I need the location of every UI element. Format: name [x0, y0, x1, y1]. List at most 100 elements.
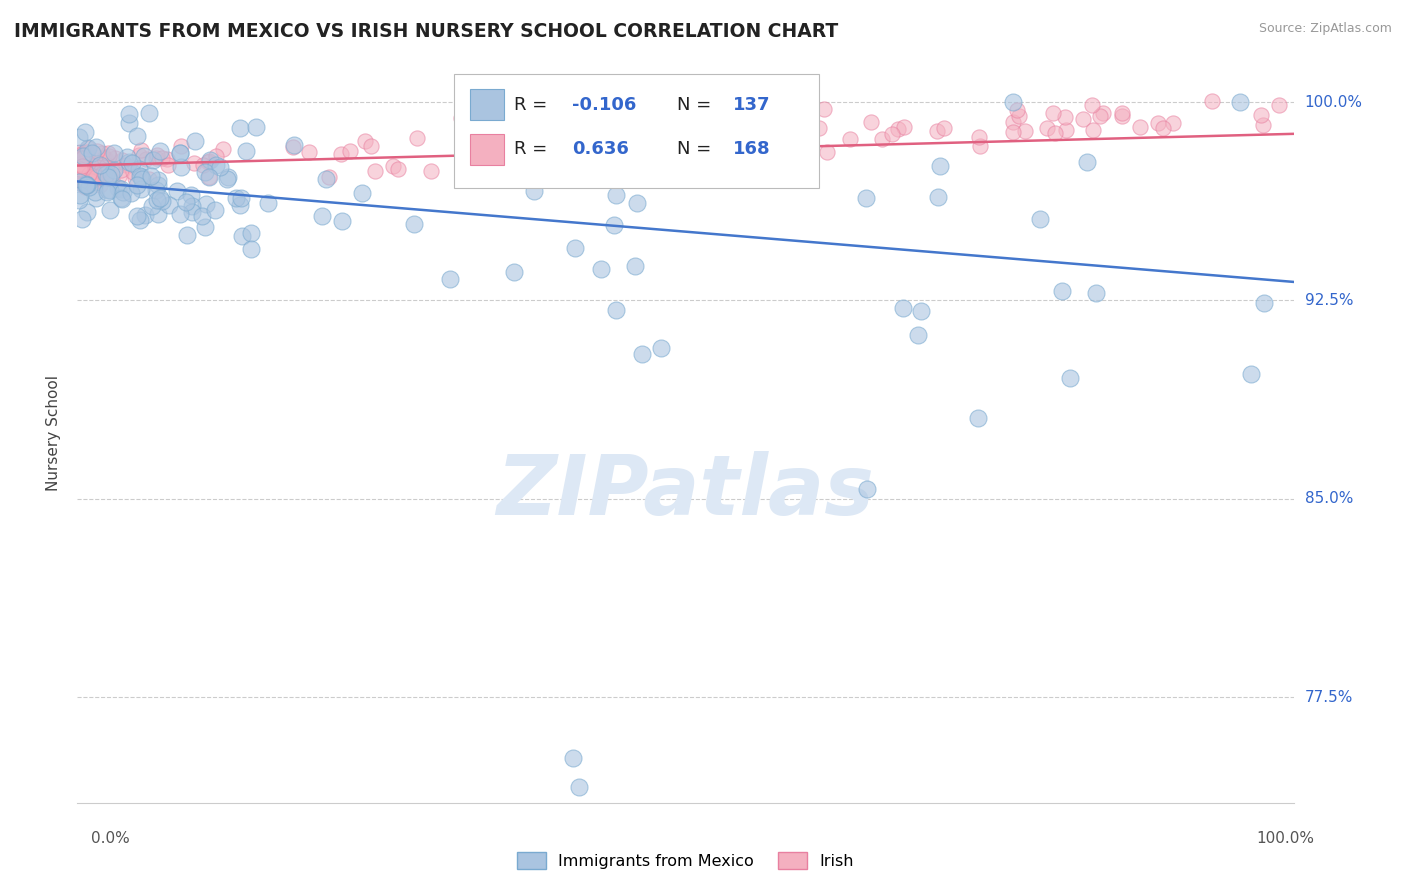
- Point: [76, 156, 98, 170]
- Point: [70, 212, 93, 227]
- Point: [156, 152, 179, 166]
- Point: [121, 165, 143, 179]
- Text: 92.5%: 92.5%: [1305, 293, 1353, 308]
- Point: [103, 163, 125, 178]
- Point: [1001, 95, 1024, 109]
- Point: [581, 149, 603, 163]
- Point: [131, 143, 153, 157]
- Point: [94, 160, 117, 174]
- Point: [98, 202, 121, 217]
- Point: [231, 228, 253, 243]
- Point: [101, 171, 124, 186]
- Point: [1014, 123, 1036, 137]
- Point: [91, 167, 114, 181]
- Point: [657, 120, 679, 135]
- Point: [471, 153, 494, 167]
- Point: [72, 178, 94, 192]
- Point: [360, 139, 382, 153]
- FancyBboxPatch shape: [470, 134, 505, 165]
- Point: [565, 146, 588, 161]
- Text: 85.0%: 85.0%: [1305, 491, 1353, 507]
- Point: [593, 133, 616, 147]
- Point: [66, 162, 89, 177]
- Point: [745, 95, 768, 109]
- Point: [1147, 116, 1170, 130]
- Point: [70, 160, 93, 174]
- Point: [94, 167, 117, 181]
- Point: [104, 151, 127, 165]
- Point: [72, 149, 94, 163]
- Point: [80, 174, 103, 188]
- Point: [79, 179, 101, 194]
- Point: [364, 164, 387, 178]
- Text: 100.0%: 100.0%: [1257, 831, 1315, 846]
- Point: [69, 162, 91, 177]
- Point: [198, 153, 221, 168]
- Point: [127, 128, 149, 143]
- Point: [72, 152, 94, 166]
- Point: [110, 191, 132, 205]
- Point: [77, 141, 100, 155]
- Point: [134, 149, 156, 163]
- Point: [156, 158, 179, 172]
- Point: [564, 241, 586, 255]
- Point: [1163, 116, 1185, 130]
- Point: [97, 183, 120, 197]
- Point: [1251, 118, 1274, 132]
- Point: [860, 114, 883, 128]
- Point: [84, 172, 107, 186]
- Point: [75, 178, 97, 193]
- Point: [117, 150, 139, 164]
- Point: [128, 148, 150, 162]
- Point: [808, 121, 831, 136]
- Point: [624, 259, 647, 273]
- Point: [180, 187, 202, 202]
- Point: [553, 119, 575, 133]
- Point: [75, 172, 97, 186]
- Text: R =: R =: [515, 140, 553, 158]
- Point: [138, 106, 160, 120]
- Point: [856, 482, 879, 496]
- Point: [929, 159, 952, 173]
- Point: [70, 157, 93, 171]
- Point: [1050, 284, 1073, 298]
- Point: [565, 125, 588, 139]
- Point: [330, 214, 353, 228]
- Point: [93, 151, 115, 165]
- Point: [1240, 367, 1263, 381]
- Point: [420, 164, 443, 178]
- Point: [72, 159, 94, 173]
- Point: [561, 751, 583, 765]
- Point: [1083, 123, 1105, 137]
- Point: [100, 167, 122, 181]
- Point: [624, 163, 647, 178]
- Point: [1054, 123, 1077, 137]
- Point: [75, 177, 97, 191]
- Point: [73, 149, 96, 163]
- Point: [110, 192, 132, 206]
- Point: [149, 144, 172, 158]
- Point: [79, 170, 101, 185]
- Point: [450, 112, 472, 126]
- Point: [94, 157, 117, 171]
- Point: [1036, 120, 1059, 135]
- Point: [631, 143, 654, 157]
- Point: [661, 146, 683, 161]
- Point: [138, 172, 160, 186]
- Point: [120, 186, 142, 200]
- Point: [127, 178, 149, 192]
- Point: [281, 140, 304, 154]
- Point: [139, 169, 162, 183]
- Point: [240, 242, 263, 256]
- Point: [406, 130, 429, 145]
- Point: [76, 147, 98, 161]
- Point: [240, 227, 263, 241]
- Point: [583, 140, 606, 154]
- Point: [609, 136, 631, 150]
- Point: [193, 165, 215, 179]
- Point: [217, 169, 239, 184]
- Point: [382, 159, 405, 173]
- Point: [489, 154, 512, 169]
- Point: [149, 191, 172, 205]
- Point: [967, 130, 990, 145]
